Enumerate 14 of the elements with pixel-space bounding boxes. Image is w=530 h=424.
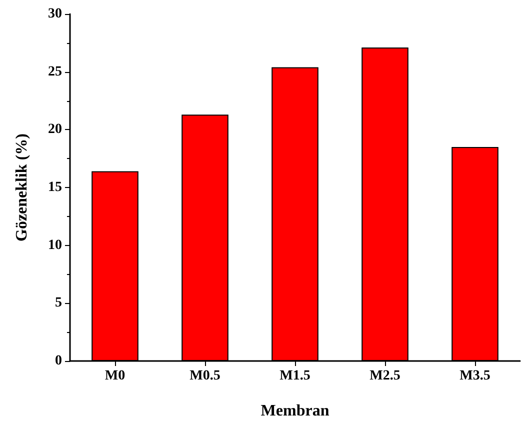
- y-tick-label: 5: [55, 296, 62, 311]
- x-tick-label: M0: [104, 368, 126, 384]
- x-tick-label: M1.5: [280, 368, 310, 384]
- x-tick-label: M2.5: [370, 368, 400, 384]
- y-tick-label: 10: [48, 238, 62, 253]
- x-tick-label: M0.5: [190, 368, 220, 384]
- y-tick-label: 15: [48, 180, 62, 195]
- y-tick-label: 0: [55, 354, 62, 368]
- x-axis-title: Membran: [260, 402, 330, 420]
- y-tick-label: 25: [48, 64, 62, 80]
- y-tick-label: 20: [48, 122, 62, 138]
- y-axis-title: Gözeneklik (%): [14, 134, 30, 242]
- y-tick-label: 30: [48, 6, 62, 22]
- x-tick-label: M3.5: [460, 368, 490, 384]
